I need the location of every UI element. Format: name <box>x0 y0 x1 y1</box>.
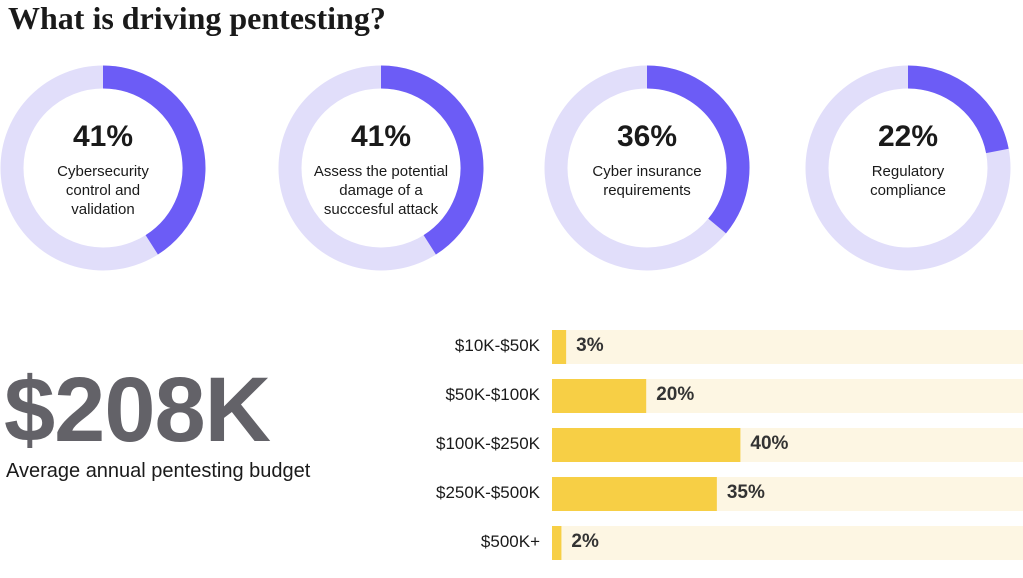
bar-track <box>552 330 1023 364</box>
donut-label: Cyber insurance requirements <box>592 163 702 199</box>
value-label: 2% <box>571 531 599 552</box>
donut-value-label: 36% <box>616 120 678 153</box>
bar <box>552 477 717 511</box>
donut-arc <box>907 65 1009 154</box>
y-tick-label: $50K-$100K <box>445 385 540 404</box>
bar <box>552 428 741 462</box>
donut-arc <box>380 65 484 255</box>
stat-value: $208K <box>4 359 271 461</box>
y-tick-label: $250K-$500K <box>436 483 540 502</box>
donut-label: Regulatory compliance <box>870 163 946 199</box>
donut-label: Cybersecurity control and validation <box>57 163 149 218</box>
donut-value-label: 41% <box>72 120 134 153</box>
y-tick-label: $10K-$50K <box>454 336 540 355</box>
bar <box>552 330 567 364</box>
value-label: 35% <box>726 482 765 503</box>
bar <box>552 526 562 560</box>
value-label: 20% <box>656 384 695 405</box>
page-title: What is driving pentesting? <box>8 0 386 36</box>
value-label: 40% <box>750 433 789 454</box>
bar-track <box>552 526 1023 560</box>
stat-label: Average annual pentesting budget <box>6 460 311 482</box>
value-label: 3% <box>576 335 604 356</box>
donut-value-label: 22% <box>877 120 939 153</box>
bar <box>552 379 647 413</box>
donut-label: Assess the potential damage of a succces… <box>313 163 449 218</box>
donut-arc <box>102 65 206 255</box>
y-tick-label: $100K-$250K <box>436 434 540 453</box>
y-tick-label: $500K+ <box>480 532 540 551</box>
donut-arc <box>646 65 750 234</box>
donut-value-label: 41% <box>350 120 412 153</box>
